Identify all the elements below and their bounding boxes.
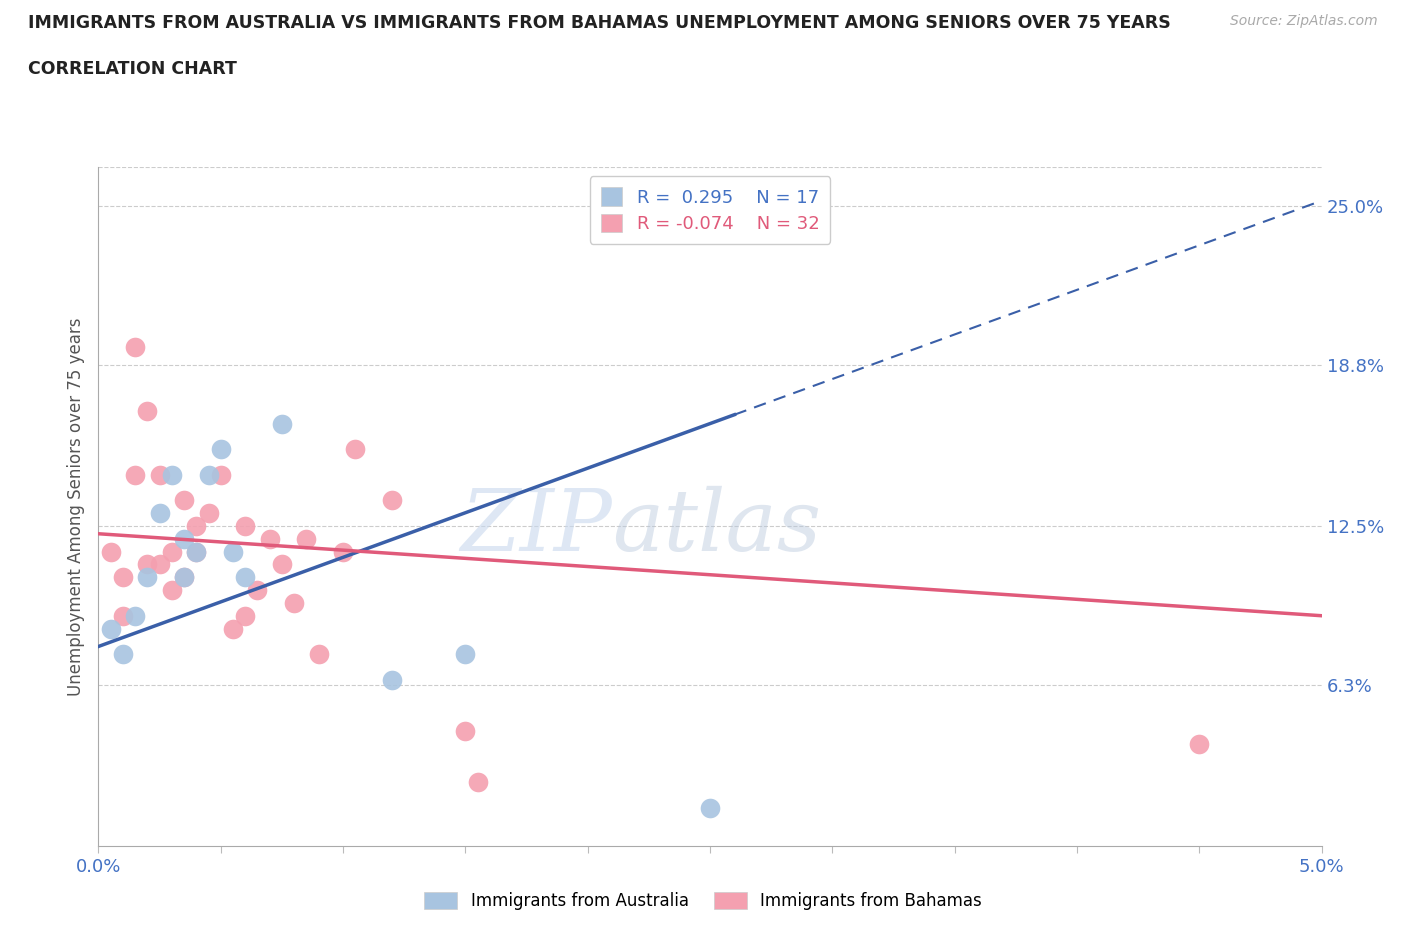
Point (197, 468, 219, 483)
Point (699, 801, 721, 816)
Point (124, 608, 146, 623)
Point (111, 646, 134, 661)
Point (1188, 737, 1211, 751)
Point (454, 646, 477, 661)
Point (186, 544, 208, 559)
Point (295, 531, 318, 546)
Point (233, 570, 256, 585)
Point (381, 672, 404, 687)
Text: atlas: atlas (612, 485, 821, 568)
Point (173, 570, 195, 585)
Text: CORRELATION CHART: CORRELATION CHART (28, 60, 238, 78)
Point (160, 583, 183, 598)
Point (136, 557, 159, 572)
Point (454, 724, 477, 738)
Text: IMMIGRANTS FROM AUSTRALIA VS IMMIGRANTS FROM BAHAMAS UNEMPLOYMENT AMONG SENIORS : IMMIGRANTS FROM AUSTRALIA VS IMMIGRANTS … (28, 14, 1171, 32)
Point (222, 621, 245, 636)
Point (222, 544, 245, 559)
Point (173, 493, 195, 508)
Point (381, 493, 404, 508)
Text: ZIP: ZIP (460, 485, 612, 568)
Point (160, 468, 183, 483)
Point (467, 775, 489, 790)
Point (270, 416, 294, 431)
Point (136, 404, 159, 418)
Point (173, 570, 195, 585)
Point (111, 570, 134, 585)
Legend: R =  0.295    N = 17, R = -0.074    N = 32: R = 0.295 N = 17, R = -0.074 N = 32 (589, 177, 831, 244)
Point (308, 646, 330, 661)
Point (209, 442, 232, 457)
Point (160, 544, 183, 559)
Point (124, 339, 146, 354)
Point (173, 531, 195, 546)
Point (344, 442, 367, 457)
Point (233, 519, 256, 534)
Point (186, 519, 208, 534)
Point (111, 608, 134, 623)
Y-axis label: Unemployment Among Seniors over 75 years: Unemployment Among Seniors over 75 years (66, 318, 84, 696)
Text: Source: ZipAtlas.com: Source: ZipAtlas.com (1230, 14, 1378, 28)
Point (136, 570, 159, 585)
Legend: Immigrants from Australia, Immigrants from Bahamas: Immigrants from Australia, Immigrants fr… (418, 885, 988, 917)
Point (149, 506, 172, 521)
Point (246, 583, 269, 598)
Point (149, 468, 172, 483)
Point (124, 468, 146, 483)
Point (259, 531, 281, 546)
Point (283, 595, 305, 610)
Point (100, 621, 122, 636)
Point (197, 506, 219, 521)
Point (149, 557, 172, 572)
Point (209, 468, 232, 483)
Point (233, 608, 256, 623)
Point (332, 544, 354, 559)
Point (186, 544, 208, 559)
Point (100, 544, 122, 559)
Point (270, 557, 294, 572)
